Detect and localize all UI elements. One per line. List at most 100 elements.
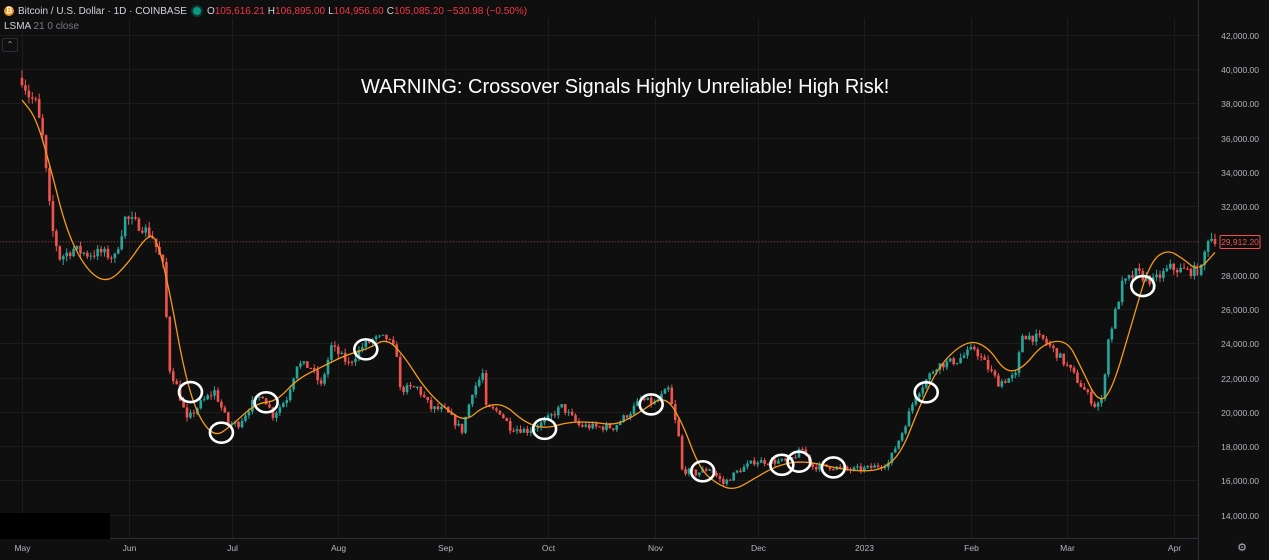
candle [474,382,478,398]
candle [1110,326,1114,343]
settings-gear-icon[interactable]: ⚙ [1237,542,1247,554]
candle [1024,335,1028,340]
candle [58,245,62,262]
candle [130,211,134,225]
candle [945,358,949,371]
candle [801,447,804,451]
candle [1120,276,1124,306]
candle [1193,261,1196,280]
candle [422,391,426,399]
candle [979,353,983,361]
price-axis[interactable]: 14,000.00 16,000.00 18,000.00 20,000.00 22,0… [1198,0,1260,560]
candle [777,458,780,465]
candle [79,241,82,259]
candle [216,387,220,403]
candle [113,252,117,264]
candle [65,248,69,262]
time-axis[interactable]: May Jun Jul Aug Sep Oct Nov Dec 2023 Feb Mar Apr [0,538,1198,554]
market-status-icon[interactable] [192,7,201,15]
candle [34,96,38,102]
candle [495,406,498,413]
candle [206,393,209,401]
candle [560,403,564,409]
candle [1086,388,1090,395]
price-tick-label: 28,000.00 [1221,271,1259,281]
candle [453,413,457,430]
candle [983,354,986,361]
candle [416,385,419,390]
price-tick-label: 34,000.00 [1221,168,1259,178]
candle [629,411,632,420]
candle [330,342,333,364]
candle [82,251,86,256]
candle [471,394,474,408]
candle [151,231,154,240]
candle [570,408,574,417]
candle [1213,233,1217,247]
candle [512,427,515,433]
candle [684,466,687,477]
candle [1168,259,1172,270]
candle [539,420,543,431]
candle [1038,330,1041,338]
candle [752,457,756,467]
collapse-legend-button[interactable]: ⌃ [2,38,18,52]
candle [1062,353,1066,367]
candle [990,365,993,373]
warning-annotation: WARNING: Crossover Signals Highly Unreli… [361,76,890,98]
candle [1031,335,1035,346]
candle [1210,232,1213,243]
candle [780,458,784,462]
candle [508,417,512,435]
candle [924,378,928,390]
price-tick-label: 26,000.00 [1221,305,1259,315]
candle [116,246,120,255]
candle [477,376,481,388]
chart-legend: ₿ Bitcoin / U.S. Dollar · 1D · COINBASE … [4,4,530,33]
redacted-box [0,513,110,539]
candle [209,391,213,400]
close-value: 105,085.20 [393,5,444,17]
candle [897,440,901,450]
candle [704,466,708,473]
candle [1162,268,1165,282]
candle [31,92,34,104]
candle [354,354,357,366]
candle [175,378,179,385]
candle [863,465,866,473]
candle [1100,394,1103,407]
candle [694,469,698,477]
candle [68,251,72,260]
candle [165,257,168,319]
candle [240,417,244,429]
indicator-legend[interactable]: LSMA 21 0 close [4,21,530,33]
candle [557,405,560,419]
candle [213,386,216,400]
price-tick-label: 32,000.00 [1221,202,1259,212]
candle [869,463,873,471]
symbol-title[interactable]: Bitcoin / U.S. Dollar · 1D · COINBASE [18,5,187,17]
candle [275,410,278,422]
candle [567,409,570,417]
signal-circle [177,380,204,404]
candle [1107,338,1110,378]
candle [581,423,584,428]
candle [429,396,433,412]
candle [1000,378,1004,389]
candle [890,452,894,466]
candle [550,412,553,419]
candle [261,396,264,399]
candle [522,427,526,433]
candle [670,384,674,405]
candle [667,385,670,393]
candle [766,462,770,466]
candle [460,423,464,435]
candle [598,425,601,428]
candle [288,385,292,403]
candle [285,396,289,408]
candle [859,463,863,474]
candle [319,377,323,387]
candle [742,464,746,472]
candle [426,396,429,403]
